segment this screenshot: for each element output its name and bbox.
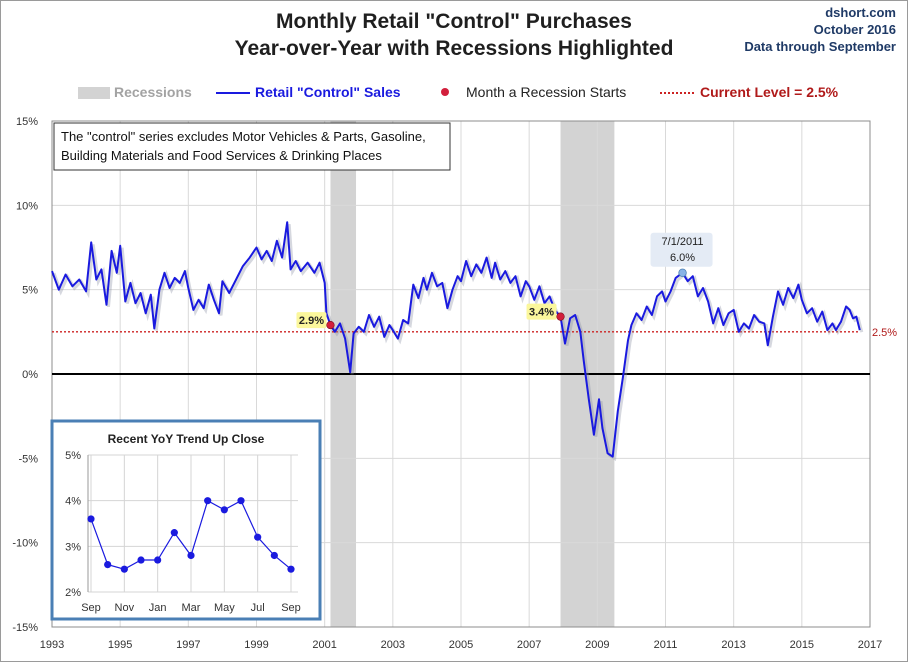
inset-x-tick-label: Nov bbox=[115, 602, 135, 614]
x-tick-label: 1993 bbox=[40, 639, 64, 651]
inset-x-tick-label: Mar bbox=[182, 602, 201, 614]
inset-data-point bbox=[170, 529, 178, 537]
inset-y-tick-label: 3% bbox=[65, 541, 81, 553]
legend: Recessions Retail "Control" Sales Month … bbox=[0, 83, 908, 103]
recession-start-marker-1 bbox=[326, 320, 335, 330]
x-tick-label: 2001 bbox=[312, 639, 336, 651]
inset-data-point bbox=[137, 556, 145, 564]
inset-data-point bbox=[270, 551, 278, 560]
y-tick-label: 5% bbox=[22, 285, 38, 297]
legend-current-swatch bbox=[660, 92, 694, 94]
inset-data-point bbox=[104, 561, 112, 569]
inset-y-tick-label: 5% bbox=[65, 450, 81, 462]
inset-x-tick-label: Jan bbox=[149, 602, 167, 614]
current-level-label: 2.5% bbox=[872, 327, 897, 339]
x-tick-label: 2015 bbox=[790, 639, 814, 651]
inset-data-point bbox=[237, 497, 245, 505]
legend-series-swatch bbox=[216, 92, 250, 94]
x-tick-label: 2017 bbox=[858, 639, 882, 651]
inset-y-tick-label: 4% bbox=[65, 496, 81, 508]
chart-title: Monthly Retail "Control" Purchases Year-… bbox=[0, 8, 908, 62]
peak-marker bbox=[678, 268, 687, 277]
legend-recession-swatch bbox=[78, 87, 110, 99]
inset-data-point bbox=[187, 551, 195, 560]
y-tick-label: 10% bbox=[16, 200, 38, 212]
inset-x-tick-label: Sep bbox=[281, 602, 301, 614]
recession-start-marker-2 bbox=[556, 312, 565, 321]
inset-data-point bbox=[87, 515, 95, 523]
peak-value-label: 6.0% bbox=[670, 252, 695, 264]
recession-start-label-1: 2.9% bbox=[299, 315, 324, 327]
reference-lines: 2.5% bbox=[52, 327, 897, 375]
inset-grid: 5%4%3%2%Sep Nov Jan Mar May Jul Sep bbox=[65, 450, 301, 614]
note-box-frame bbox=[53, 122, 451, 171]
recession-start-label-bg-2 bbox=[526, 303, 557, 320]
legend-series-label: Retail "Control" Sales bbox=[255, 84, 401, 100]
x-tick-label: 1995 bbox=[108, 639, 132, 651]
source-site: dshort.com bbox=[825, 5, 896, 20]
source-date: October 2016 bbox=[813, 22, 896, 37]
legend-marker-dot bbox=[441, 88, 449, 96]
inset-data-point bbox=[120, 565, 128, 573]
peak-label-bg bbox=[650, 232, 713, 267]
inset-x-tick-label: Jul bbox=[251, 602, 265, 614]
y-tick-label: -10% bbox=[12, 538, 38, 550]
x-tick-label: 1997 bbox=[176, 639, 200, 651]
title-line-2: Year-over-Year with Recessions Highlight… bbox=[234, 37, 674, 60]
recession-start-label-bg-1 bbox=[296, 312, 327, 329]
peak-date-label: 7/1/2011 bbox=[662, 236, 704, 248]
series-line bbox=[51, 221, 861, 458]
legend-current-label: Current Level = 2.5% bbox=[700, 84, 839, 100]
series-layer bbox=[51, 221, 864, 462]
y-tick-label: 0% bbox=[22, 369, 38, 381]
inset-data-point bbox=[220, 506, 228, 514]
legend-recession-start-label: Month a Recession Starts bbox=[466, 84, 627, 100]
x-tick-label: 2007 bbox=[517, 639, 541, 651]
inset-x-tick-label: May bbox=[214, 602, 235, 614]
y-tick-label: -15% bbox=[12, 622, 38, 634]
inset-frame bbox=[50, 419, 322, 621]
legend-recessions-label: Recessions bbox=[114, 84, 192, 100]
x-tick-label: 2011 bbox=[654, 639, 678, 651]
y-tick-label: 15% bbox=[16, 116, 38, 128]
note-line-2: Building Materials and Food Services & D… bbox=[61, 148, 382, 163]
x-tick-label: 2009 bbox=[585, 639, 609, 651]
inset-chart: Recent YoY Trend Up Close 5%4%3%2%Sep Nov… bbox=[50, 419, 322, 621]
inset-data-point bbox=[254, 533, 262, 541]
inset-y-tick-label: 2% bbox=[65, 587, 81, 599]
y-tick-label: -5% bbox=[18, 453, 38, 465]
source-block: dshort.com October 2016 Data through Sep… bbox=[744, 4, 896, 55]
note-line-1: The "control" series excludes Motor Vehi… bbox=[61, 129, 426, 144]
series-line-shadow bbox=[52, 223, 864, 462]
inset-x-tick-label: Sep bbox=[81, 602, 101, 614]
annotations: 2.9% 3.4% 7/1/2011 6.0% bbox=[296, 232, 713, 330]
inset-data-point bbox=[204, 497, 212, 505]
note-box: The "control" series excludes Motor Vehi… bbox=[53, 122, 451, 171]
x-tick-label: 2005 bbox=[449, 639, 473, 651]
inset-title: Recent YoY Trend Up Close bbox=[108, 432, 265, 446]
inset-series bbox=[87, 497, 295, 573]
title-line-1: Monthly Retail "Control" Purchases bbox=[276, 10, 632, 33]
recession-start-label-2: 3.4% bbox=[529, 307, 554, 319]
x-tick-label: 2003 bbox=[381, 639, 405, 651]
inset-data-point bbox=[287, 565, 295, 573]
x-tick-label: 2013 bbox=[721, 639, 745, 651]
x-tick-label: 1999 bbox=[244, 639, 268, 651]
inset-data-point bbox=[154, 556, 162, 564]
source-through: Data through September bbox=[744, 39, 896, 54]
